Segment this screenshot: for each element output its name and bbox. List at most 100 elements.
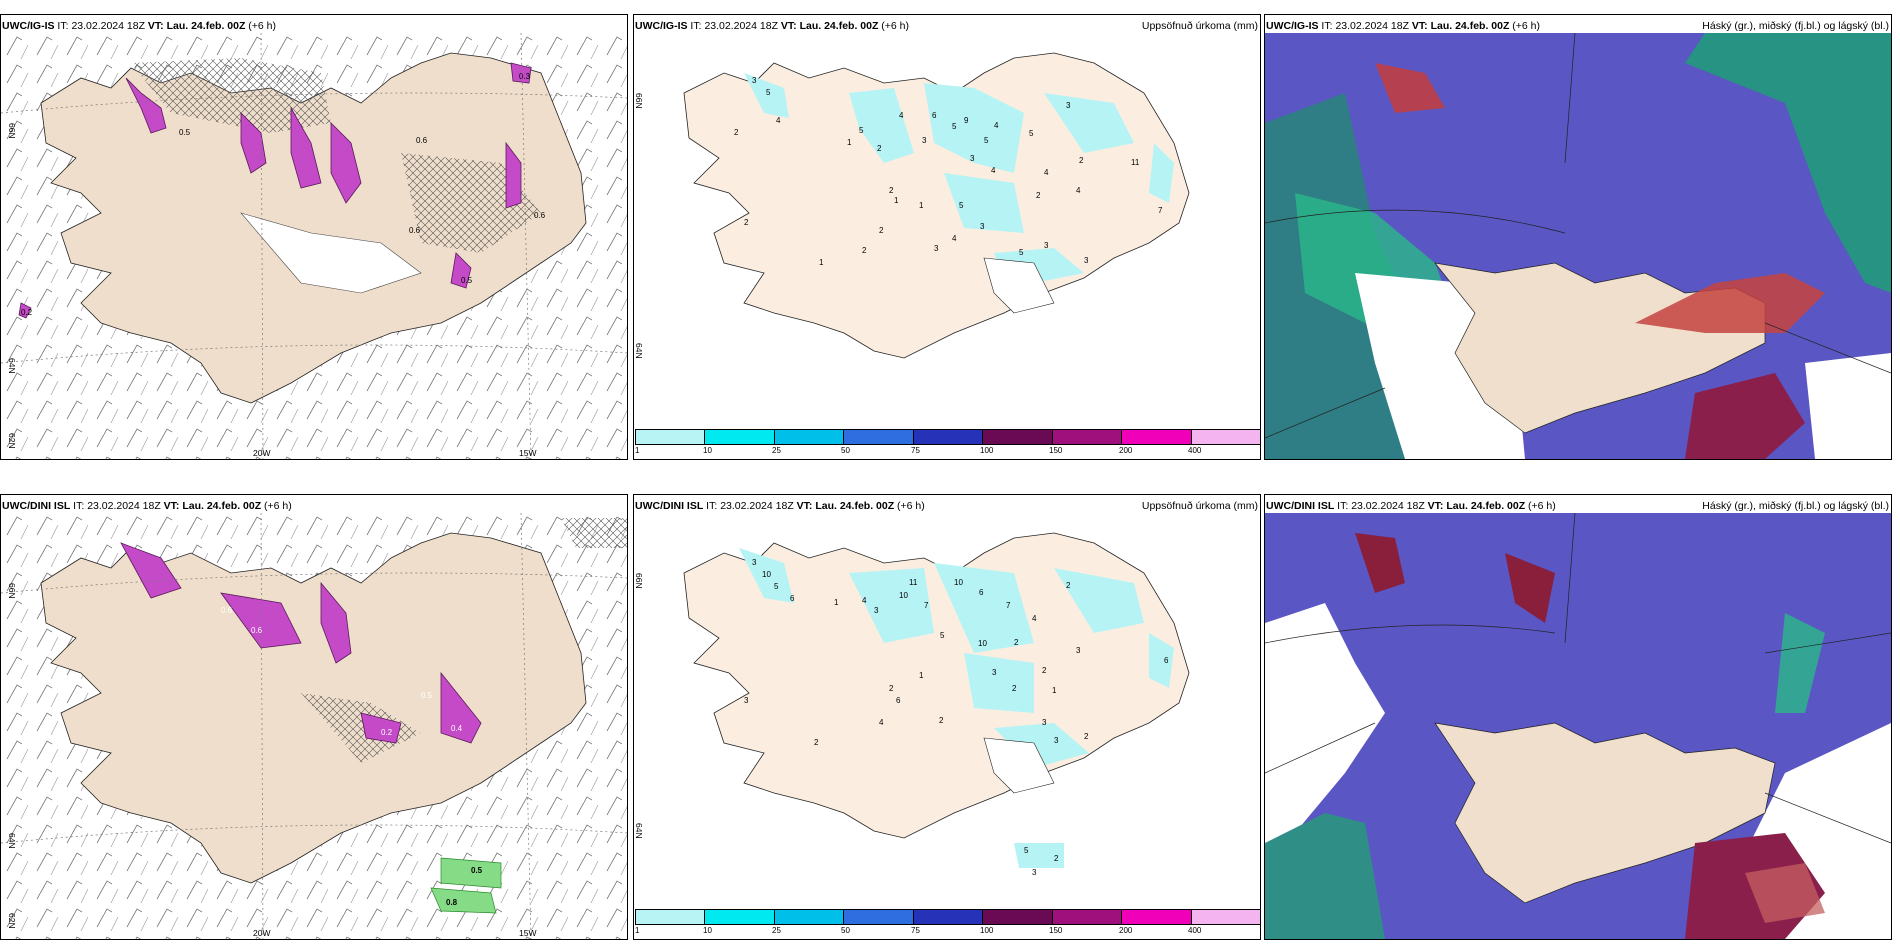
svg-text:4: 4 bbox=[862, 596, 867, 605]
svg-text:2: 2 bbox=[814, 738, 819, 747]
svg-text:10: 10 bbox=[899, 591, 908, 600]
it-label: IT: bbox=[690, 20, 702, 32]
svg-text:2: 2 bbox=[939, 716, 944, 725]
contour-label: 0.5 bbox=[179, 128, 191, 137]
graticule bbox=[1265, 33, 1891, 439]
svg-text:0.5: 0.5 bbox=[471, 866, 483, 875]
lat-label: 66N bbox=[7, 583, 17, 599]
map[interactable]: 3 10 5 6 1 4 3 10 11 7 10 6 7 4 2 3 2 6 … bbox=[634, 513, 1260, 939]
valid-time: Lau. 24.feb. 00Z bbox=[1430, 20, 1510, 32]
svg-text:5: 5 bbox=[774, 582, 779, 591]
lon-label: 15W bbox=[519, 448, 536, 458]
svg-text:1: 1 bbox=[834, 598, 839, 607]
map[interactable]: 0.5 0.3 0.6 0.6 0.6 0.5 0.2 66N 64N 62N … bbox=[1, 33, 627, 459]
svg-text:4: 4 bbox=[899, 111, 904, 120]
svg-text:5: 5 bbox=[952, 122, 957, 131]
it-label: IT: bbox=[73, 500, 85, 512]
svg-text:3: 3 bbox=[1084, 256, 1089, 265]
vt-label: VT: bbox=[147, 20, 164, 32]
valid-time: Lau. 24.feb. 00Z bbox=[166, 20, 246, 32]
svg-text:4: 4 bbox=[1076, 186, 1081, 195]
svg-text:10: 10 bbox=[762, 570, 771, 579]
svg-text:1: 1 bbox=[1052, 686, 1057, 695]
svg-text:3: 3 bbox=[744, 696, 749, 705]
precip-contours bbox=[18, 62, 532, 319]
precip-labels: 3 10 5 6 1 4 3 10 11 7 10 6 7 4 2 3 2 6 … bbox=[744, 558, 1169, 877]
vt-label: VT: bbox=[780, 20, 797, 32]
lat-label: 64N bbox=[7, 358, 17, 374]
panel-header: UWC/DINI ISL IT: 23.02.2024 18Z VT: Lau.… bbox=[635, 499, 1258, 513]
svg-text:0.5: 0.5 bbox=[421, 691, 433, 700]
panel-dini-clouds: UWC/DINI ISL IT: 23.02.2024 18Z VT: Lau.… bbox=[1264, 494, 1892, 940]
svg-text:6: 6 bbox=[979, 588, 984, 597]
legend-tick: 10 bbox=[703, 926, 712, 935]
init-time: 23.02.2024 18Z bbox=[87, 500, 161, 512]
iceland-land bbox=[683, 532, 1190, 839]
lat-label: 66N bbox=[634, 573, 644, 589]
svg-text:5: 5 bbox=[1024, 846, 1029, 855]
contour-label: 0.2 bbox=[21, 308, 33, 317]
high-cloud-red bbox=[1635, 273, 1825, 333]
init-time: 23.02.2024 18Z bbox=[720, 500, 794, 512]
svg-text:7: 7 bbox=[924, 601, 929, 610]
svg-text:2: 2 bbox=[879, 226, 884, 235]
vt-label: VT: bbox=[1411, 20, 1428, 32]
svg-text:3: 3 bbox=[992, 668, 997, 677]
svg-text:2: 2 bbox=[889, 186, 894, 195]
svg-text:0.2: 0.2 bbox=[381, 728, 393, 737]
svg-text:1: 1 bbox=[819, 258, 824, 267]
svg-text:0.8: 0.8 bbox=[446, 898, 458, 907]
svg-text:3: 3 bbox=[922, 136, 927, 145]
vt-label: VT: bbox=[163, 500, 180, 512]
panel-dini-precip: UWC/DINI ISL IT: 23.02.2024 18Z VT: Lau.… bbox=[633, 494, 1261, 940]
panel-dini-wind: UWC/DINI ISL IT: 23.02.2024 18Z VT: Lau.… bbox=[0, 494, 628, 940]
init-time: 23.02.2024 18Z bbox=[71, 20, 145, 32]
coast-inlet bbox=[983, 257, 1055, 314]
lon-label: 15W bbox=[519, 928, 536, 938]
contour-label: 0.5 bbox=[461, 276, 473, 285]
it-label: IT: bbox=[1337, 500, 1349, 512]
svg-text:0.6: 0.6 bbox=[221, 606, 233, 615]
low-cloud bbox=[1775, 613, 1825, 713]
svg-text:5: 5 bbox=[859, 126, 864, 135]
lat-label: 62N bbox=[7, 913, 17, 929]
svg-text:11: 11 bbox=[1131, 158, 1140, 167]
snow-hatch bbox=[131, 58, 331, 133]
high-cloud-dark bbox=[1685, 373, 1805, 459]
legend-tick: 50 bbox=[841, 446, 850, 455]
svg-text:3: 3 bbox=[1042, 718, 1047, 727]
panel-header: UWC/IG-IS IT: 23.02.2024 18Z VT: Lau. 24… bbox=[1266, 19, 1889, 33]
init-time: 23.02.2024 18Z bbox=[1335, 20, 1409, 32]
svg-text:3: 3 bbox=[1044, 241, 1049, 250]
lat-label: 64N bbox=[7, 833, 17, 849]
svg-text:3: 3 bbox=[980, 222, 985, 231]
high-cloud-red bbox=[1745, 863, 1825, 923]
map[interactable] bbox=[1265, 33, 1891, 459]
legend-tick: 100 bbox=[980, 446, 994, 455]
svg-text:1: 1 bbox=[919, 671, 924, 680]
svg-text:1: 1 bbox=[894, 196, 899, 205]
legend-tick: 25 bbox=[772, 926, 781, 935]
contour-label: 0.6 bbox=[416, 136, 428, 145]
map[interactable] bbox=[1265, 513, 1891, 939]
svg-text:1: 1 bbox=[919, 201, 924, 210]
snow-hatch bbox=[561, 518, 627, 548]
map[interactable]: 3 5 2 4 5 1 2 4 6 5 9 3 4 5 3 2 4 1 3 2 bbox=[634, 33, 1260, 459]
svg-text:4: 4 bbox=[991, 166, 996, 175]
coast-inlet bbox=[983, 737, 1055, 794]
valid-time: Lau. 24.feb. 00Z bbox=[815, 500, 895, 512]
map[interactable]: 0.6 0.6 0.5 0.4 0.2 0.5 0.8 66N 64N 62N … bbox=[1, 513, 627, 939]
svg-text:3: 3 bbox=[1054, 736, 1059, 745]
legend-tick: 150 bbox=[1049, 446, 1063, 455]
svg-text:3: 3 bbox=[934, 244, 939, 253]
snow-hatch bbox=[301, 693, 421, 763]
svg-text:6: 6 bbox=[790, 594, 795, 603]
precip-labels: 3 5 2 4 5 1 2 4 6 5 9 3 4 5 3 2 4 1 3 2 bbox=[734, 76, 1163, 267]
svg-text:6: 6 bbox=[896, 696, 901, 705]
legend-tick: 25 bbox=[772, 446, 781, 455]
low-cloud bbox=[1265, 813, 1385, 939]
svg-text:4: 4 bbox=[1044, 168, 1049, 177]
svg-text:10: 10 bbox=[978, 639, 987, 648]
init-time: 23.02.2024 18Z bbox=[704, 20, 778, 32]
contour-label: 0.3 bbox=[519, 72, 531, 81]
